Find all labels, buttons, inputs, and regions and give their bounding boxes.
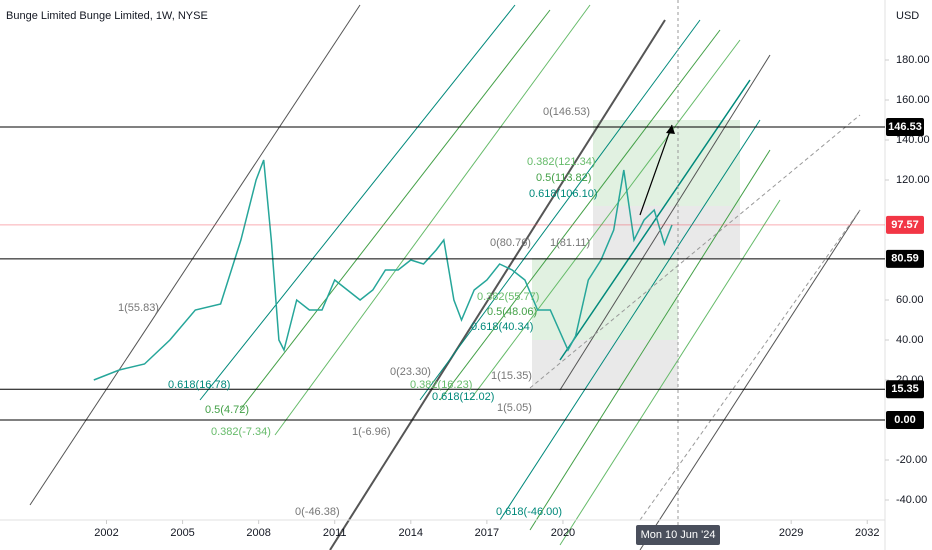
x-tick-label: 2029: [779, 527, 803, 539]
y-tick-label: 120.00: [896, 174, 930, 186]
price-label-box: [886, 215, 924, 234]
fib-label: 0.382(16.23): [410, 379, 472, 391]
fib-zone: [593, 206, 740, 258]
chart-title: Bunge Limited Bunge Limited, 1W, NYSE: [6, 10, 208, 22]
price-label: 97.57: [891, 219, 919, 231]
y-tick-label: 140.00: [896, 134, 930, 146]
fib-label: 0.618(106.10): [529, 188, 598, 200]
pitchfork: [29, 4, 861, 550]
price-label-box: [886, 117, 924, 136]
fib-label: 0.618(40.34): [471, 321, 533, 333]
price-label-box: [886, 249, 924, 268]
y-tick-label: -20.00: [896, 454, 927, 466]
price-line: [93, 159, 673, 381]
fib-label: 0(23.30): [390, 366, 431, 378]
fib-label: 0.382(-7.34): [211, 426, 271, 438]
fib-zone: [532, 340, 678, 388]
fib-label: 1(81.11): [550, 237, 590, 249]
fib-label: 0(80.76): [490, 237, 531, 249]
fib-label: 0.618(12.02): [432, 391, 494, 403]
fib-zone: [593, 120, 740, 206]
fib-label: 1(55.83): [118, 302, 159, 314]
fib-label: 0.5(48.06): [487, 306, 537, 318]
y-axis-label: USD: [896, 10, 919, 22]
y-tick-label: 160.00: [896, 94, 930, 106]
fib-zone: [532, 258, 678, 340]
arrow: [639, 124, 673, 216]
fib-label: 0.382(55.77): [477, 291, 539, 303]
x-tick-label: 2002: [94, 527, 118, 539]
price-label: 15.35: [891, 383, 919, 395]
fib-label: 0(-46.38): [295, 506, 340, 518]
price-label-box: [886, 380, 924, 399]
x-tick-label: 2020: [551, 527, 575, 539]
price-label: 80.59: [891, 253, 919, 265]
fib-label: 0.618(-46.00): [496, 506, 562, 518]
x-tick-label: 2011: [323, 527, 347, 539]
price-label-box: [886, 411, 924, 429]
x-tick-label: 2032: [855, 527, 879, 539]
crosshair-label-box: [636, 525, 720, 545]
fib-label: 0.618(16.78): [168, 379, 230, 391]
price-label: 146.53: [888, 121, 922, 133]
crosshair-label: Mon 10 Jun '24: [641, 529, 716, 541]
x-tick-label: 2008: [246, 527, 270, 539]
fib-label: 0.5(113.82): [536, 172, 591, 184]
fib-label: 0.5(4.72): [205, 404, 249, 416]
fib-label: 1(-6.96): [352, 426, 391, 438]
y-tick-label: 60.00: [896, 294, 924, 306]
x-tick-label: 2014: [399, 527, 423, 539]
x-tick-label: 2005: [170, 527, 194, 539]
price-label: 0.00: [894, 414, 915, 426]
fib-label: 0.382(121.34): [527, 156, 596, 168]
y-tick-label: 180.00: [896, 54, 930, 66]
x-tick-label: 2017: [475, 527, 499, 539]
fib-label: 1(5.05): [497, 402, 532, 414]
fib-label: 0(146.53): [543, 106, 590, 118]
y-tick-label: -40.00: [896, 494, 927, 506]
fib-label: 1(15.35): [491, 370, 532, 382]
y-tick-label: 40.00: [896, 334, 924, 346]
